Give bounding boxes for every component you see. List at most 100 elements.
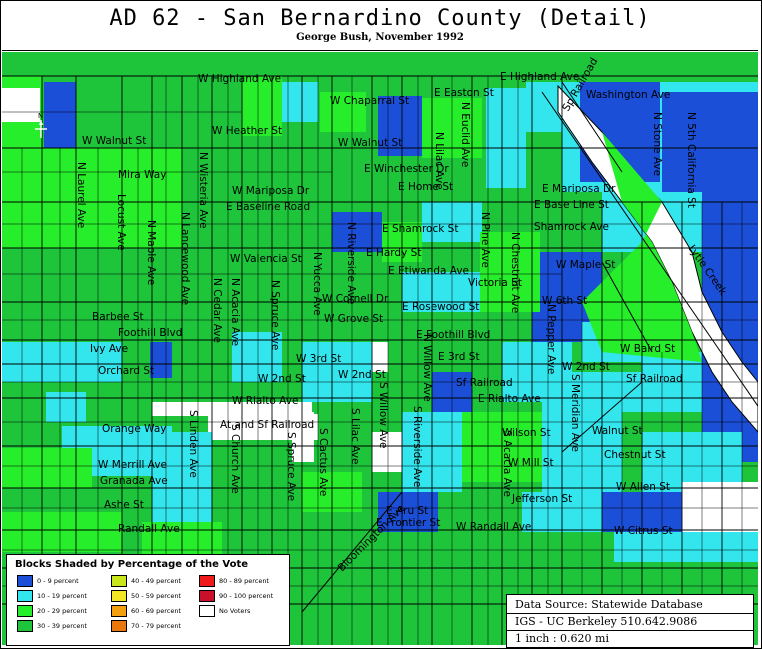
- street-label: Jefferson St: [511, 493, 572, 505]
- street-label: S Lilac Ave: [349, 408, 361, 464]
- block-boundaries: [2, 76, 758, 645]
- street-label: W Allen St: [616, 481, 670, 493]
- street-label: W Chaparral St: [330, 95, 409, 107]
- legend-title: Blocks Shaded by Percentage of the Vote: [15, 559, 249, 570]
- legend-item: No Voters: [199, 605, 250, 617]
- legend-swatch: [111, 605, 127, 617]
- legend-swatch: [111, 620, 127, 632]
- street-label: Wilson St: [502, 427, 551, 439]
- street-label: N Wisteria Ave: [197, 152, 209, 229]
- street-label: N Willow Ave: [421, 334, 433, 402]
- legend-label: 30 - 39 percent: [37, 622, 87, 630]
- street-label: Shamrock Ave: [534, 221, 609, 233]
- block-no-voters: [2, 88, 40, 122]
- street-label: E Highland Ave: [500, 71, 579, 83]
- street-label: E Etiwanda Ave: [388, 265, 469, 277]
- street-label: N Pepper Ave: [545, 304, 557, 374]
- data-source-box: Data Source: Statewide Database IGS - UC…: [506, 594, 754, 648]
- legend-label: 0 - 9 percent: [37, 577, 79, 585]
- street-label: E Base Line St: [534, 199, 609, 211]
- legend-label: 60 - 69 percent: [131, 607, 181, 615]
- block-10-19: [526, 82, 562, 132]
- legend-label: 80 - 89 percent: [219, 577, 269, 585]
- street-label: Locust Ave: [115, 194, 127, 251]
- legend-swatch: [17, 590, 33, 602]
- igs-contact-line: IGS - UC Berkeley 510.642.9086: [515, 615, 698, 628]
- street-label: S Cactus Ave: [317, 428, 329, 496]
- street-label: W 2nd St: [258, 373, 306, 385]
- street-label: W Maple St: [556, 259, 615, 271]
- street-label: S Linden Ave: [187, 410, 199, 478]
- block-0-9: [378, 96, 422, 156]
- street-label: Orchard St: [98, 365, 154, 377]
- block-10-19: [282, 82, 318, 122]
- block-10-19: [486, 88, 526, 188]
- street-label: W 6th St: [542, 295, 587, 307]
- street-label: W Cornell Dr: [322, 293, 389, 305]
- street-label: W 2nd St: [562, 361, 610, 373]
- legend-swatch: [199, 575, 215, 587]
- street-label: S Meridian Ave: [569, 374, 581, 452]
- block: [2, 448, 92, 488]
- street-label: S Acacia Ave: [501, 430, 513, 497]
- street-label: N Pine Ave: [479, 212, 491, 268]
- block-10-19: [502, 342, 572, 402]
- block-no-voters: [372, 432, 402, 472]
- map-subtitle: George Bush, November 1992: [296, 32, 464, 43]
- legend-item: 20 - 29 percent: [17, 605, 87, 617]
- legend-swatch: [111, 575, 127, 587]
- street-label: N Lilac Ave: [433, 132, 445, 190]
- street-label: E Foothill Blvd: [416, 329, 490, 341]
- block-10-19: [402, 272, 482, 312]
- north-label: N: [38, 112, 43, 120]
- legend-label: 50 - 59 percent: [131, 592, 181, 600]
- street-label: Sf Railroad: [456, 377, 513, 389]
- map-canvas[interactable]: W Highland Ave E Highland Ave W Chaparra…: [2, 52, 758, 645]
- street-label: W 3rd St: [296, 353, 341, 365]
- block-no-voters: [292, 412, 314, 462]
- map-area[interactable]: W Highland Ave E Highland Ave W Chaparra…: [2, 52, 758, 645]
- diagonal-roads: [301, 81, 758, 613]
- street-label: N Laurel Ave: [75, 162, 87, 228]
- street-label: W 2nd St: [338, 369, 386, 381]
- street-label: S Spruce Ave: [285, 432, 297, 501]
- street-label: W Baird St: [620, 343, 675, 355]
- street-label: W Randall Ave: [456, 521, 531, 533]
- block-0-9: [150, 342, 172, 378]
- street-label: W Grove St: [324, 313, 383, 325]
- street-label: E Winchester Dr: [364, 163, 449, 175]
- street-label: N Cedar Ave: [211, 278, 223, 343]
- legend-swatch: [17, 605, 33, 617]
- street-label: W Mill St: [508, 457, 554, 469]
- street-label: E Aru St: [386, 505, 428, 517]
- street-label: S Willow Ave: [377, 382, 389, 449]
- street-label: E Mariposa Dr: [542, 183, 616, 195]
- legend-swatch: [199, 590, 215, 602]
- street-label: W Heather St: [212, 125, 282, 137]
- street-label: W Citrus St: [614, 525, 673, 537]
- legend-item: 70 - 79 percent: [111, 620, 181, 632]
- block-no-voters: [372, 342, 388, 372]
- block: [242, 76, 282, 136]
- street-label: At and Sf Railroad: [220, 419, 314, 431]
- street-label: W Merrill Ave: [98, 459, 167, 471]
- data-source-line: Data Source: Statewide Database: [515, 598, 703, 611]
- legend-item: 80 - 89 percent: [199, 575, 269, 587]
- street-label: E Easton St: [434, 87, 494, 99]
- legend-label: 20 - 29 percent: [37, 607, 87, 615]
- street-label: N Riverside Ave: [345, 222, 357, 305]
- street-label: Mira Way: [118, 169, 166, 181]
- street-label: Orange Way: [102, 423, 167, 435]
- street-label: Washington Ave: [586, 89, 670, 101]
- street-label: E Frontier St: [376, 517, 440, 529]
- divider: [507, 613, 753, 614]
- street-label: N Acacia Ave: [229, 278, 241, 346]
- legend-item: 90 - 100 percent: [199, 590, 273, 602]
- street-label: E 3rd St: [438, 351, 480, 363]
- map-title: AD 62 - San Bernardino County (Detail): [109, 6, 651, 31]
- legend-swatch: [199, 605, 215, 617]
- block: [320, 92, 366, 132]
- street-label: N Spruce Ave: [269, 280, 281, 350]
- street-label: W Walnut St: [82, 135, 146, 147]
- divider: [507, 630, 753, 631]
